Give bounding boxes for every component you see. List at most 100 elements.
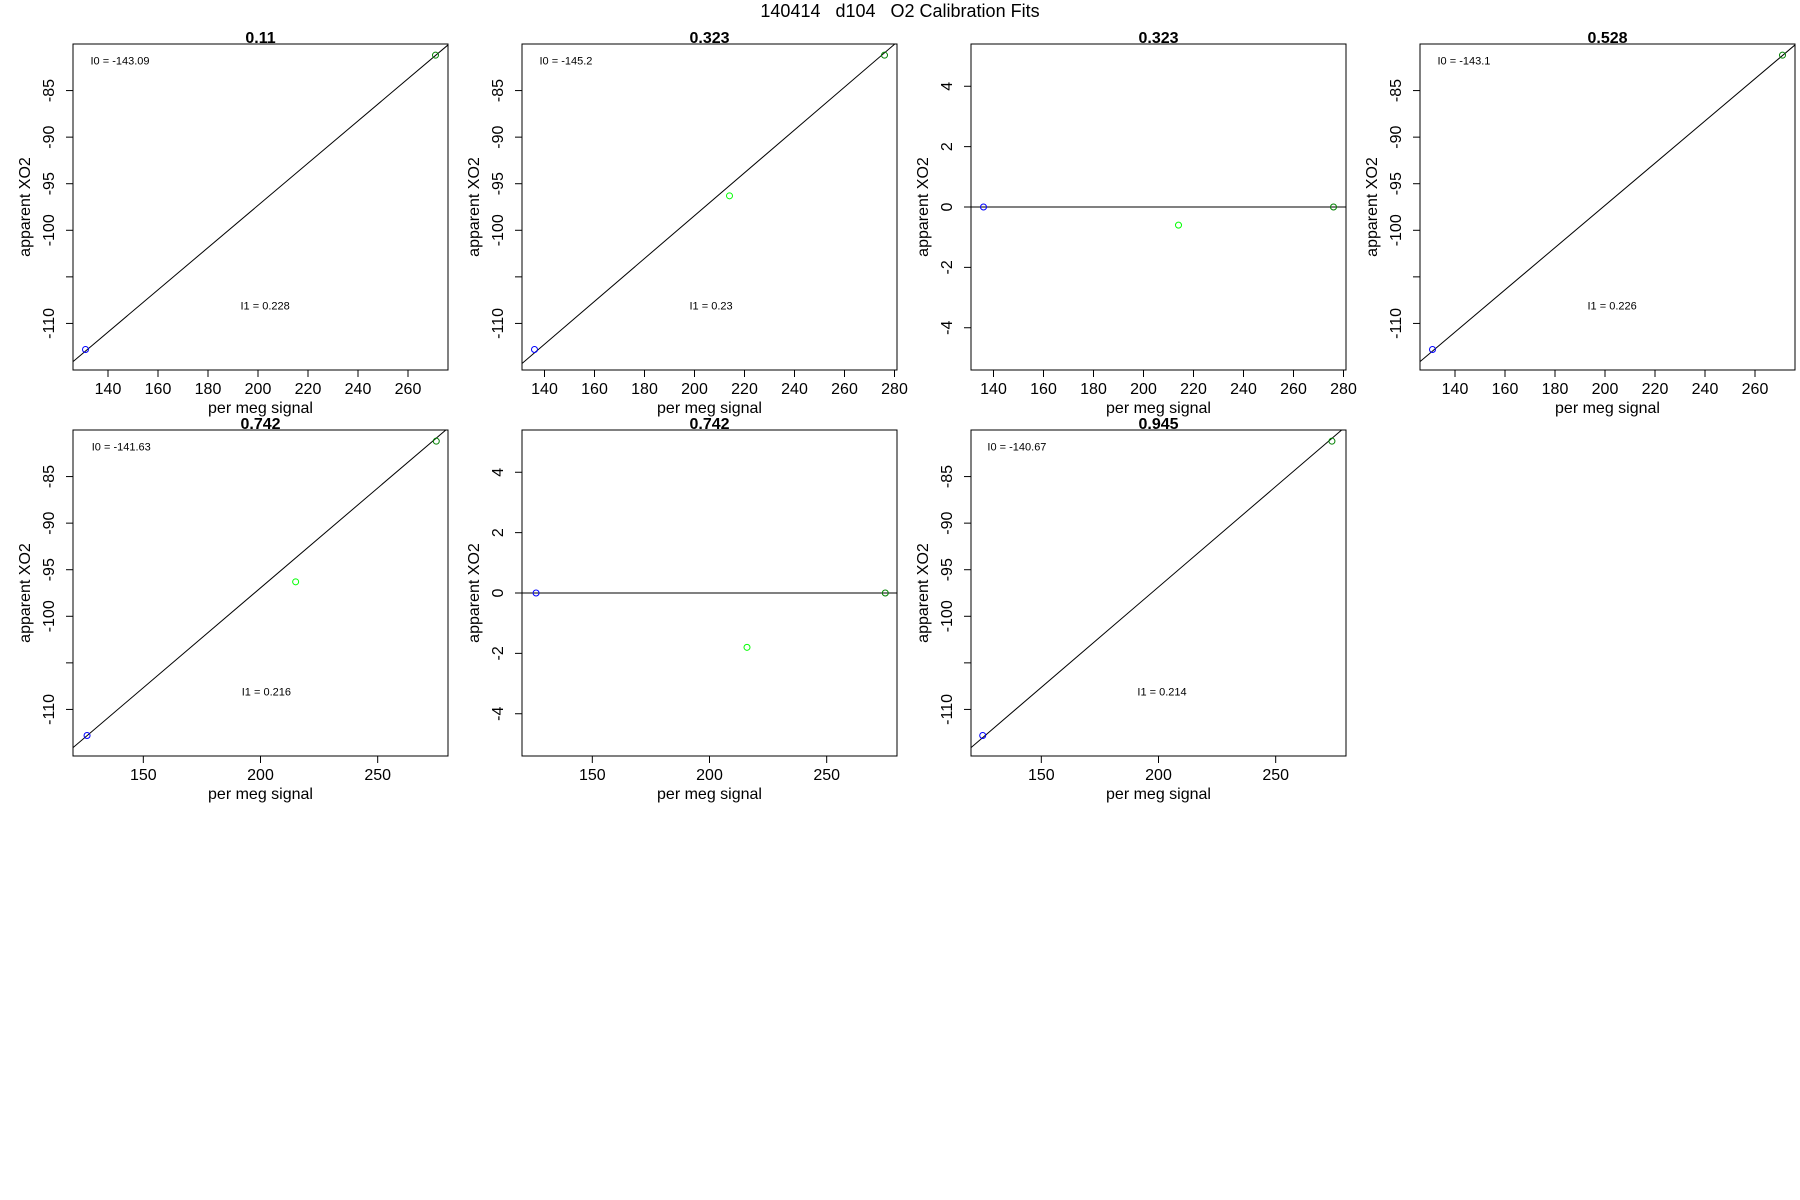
y-tick-label: -110 [41, 694, 58, 725]
data-point [531, 346, 538, 354]
x-tick-label: 140 [1442, 381, 1469, 398]
x-tick-label: 200 [245, 381, 272, 398]
fit-line [1420, 44, 1795, 362]
y-tick-label: 4 [939, 82, 956, 91]
y-tick-label: -100 [41, 214, 58, 246]
annotation-text: I0 = -141.63 [92, 441, 151, 453]
page-title: 140414 d104 O2 Calibration Fits [760, 1, 1040, 21]
y-tick-label: -110 [490, 308, 507, 339]
plot-frame [72, 429, 449, 757]
x-tick-label: 240 [1230, 381, 1257, 398]
y-tick-label: -110 [1388, 308, 1405, 339]
x-tick-label: 260 [395, 381, 422, 398]
x-tick-label: 220 [1180, 381, 1207, 398]
y-tick-label: -85 [41, 465, 58, 488]
data-point [82, 346, 89, 354]
y-axis-label: apparent XO2 [17, 157, 34, 257]
x-axis-label: per meg signal [1106, 400, 1211, 417]
y-axis-label: apparent XO2 [915, 543, 932, 643]
y-tick-label: -95 [41, 558, 58, 581]
plot-frame [521, 43, 898, 371]
y-tick-label: -90 [939, 511, 956, 534]
x-tick-label: 140 [95, 381, 122, 398]
y-tick-label: -110 [41, 308, 58, 339]
x-tick-label: 260 [831, 381, 858, 398]
y-tick-label: -95 [41, 172, 58, 195]
y-tick-label: 0 [490, 588, 507, 597]
x-tick-label: 180 [1542, 381, 1569, 398]
x-tick-label: 140 [980, 381, 1007, 398]
data-point [881, 51, 888, 59]
y-tick-label: -95 [1388, 172, 1405, 195]
x-tick-label: 200 [1145, 767, 1172, 784]
chart-title: 0.323 [689, 30, 729, 47]
y-tick-label: -2 [939, 260, 956, 274]
data-point [1175, 221, 1182, 229]
x-tick-label: 180 [1080, 381, 1107, 398]
x-axis-label: per meg signal [208, 400, 313, 417]
x-axis-label: per meg signal [1555, 400, 1660, 417]
chart-panel-2: 0.323 140 160 180 200 220 240 260 280 per meg sig… [466, 30, 908, 417]
x-tick-label: 220 [295, 381, 322, 398]
y-tick-label: -2 [490, 646, 507, 660]
x-tick-label: 260 [1280, 381, 1307, 398]
x-tick-label: 200 [247, 767, 274, 784]
y-tick-label: -90 [1388, 125, 1405, 148]
data-point [432, 437, 440, 445]
data-point [532, 589, 540, 597]
fit-line [522, 44, 896, 364]
x-tick-label: 280 [881, 381, 908, 398]
y-tick-label: -4 [490, 707, 507, 721]
x-axis-label: per meg signal [657, 786, 762, 803]
x-axis-label: per meg signal [1106, 786, 1211, 803]
annotation-text: I1 = 0.216 [242, 686, 291, 698]
chart-title: 0.945 [1138, 416, 1178, 433]
y-tick-label: -95 [939, 558, 956, 581]
fit-line [971, 430, 1343, 748]
x-tick-label: 240 [781, 381, 808, 398]
data-point [1779, 51, 1786, 59]
data-point [1429, 346, 1436, 354]
x-tick-label: 160 [1492, 381, 1519, 398]
x-tick-label: 250 [1262, 767, 1289, 784]
y-tick-label: -85 [939, 465, 956, 488]
x-tick-label: 220 [1642, 381, 1669, 398]
data-point [1328, 437, 1336, 445]
chart-panel-4: 0.528 140 160 180 200 220 240 260 per meg signal… [1364, 30, 1796, 417]
y-tick-label: -90 [490, 125, 507, 148]
annotation-text: I0 = -143.1 [1438, 55, 1491, 67]
chart-title: 0.323 [1138, 30, 1178, 47]
y-tick-label: -90 [41, 511, 58, 534]
x-tick-label: 150 [130, 767, 157, 784]
data-point [980, 203, 987, 211]
data-point [979, 732, 987, 740]
x-axis-label: per meg signal [208, 786, 313, 803]
chart-title: 0.742 [689, 416, 729, 433]
x-tick-label: 180 [195, 381, 222, 398]
y-tick-label: -100 [490, 214, 507, 246]
y-tick-label: -100 [41, 600, 58, 632]
data-point [743, 643, 751, 651]
x-tick-label: 150 [579, 767, 606, 784]
data-point [726, 192, 733, 200]
chart-title: 0.528 [1587, 30, 1627, 47]
y-axis-label: apparent XO2 [1364, 157, 1381, 257]
data-point [881, 589, 889, 597]
annotation-text: I1 = 0.226 [1588, 300, 1637, 312]
annotation-text: I0 = -145.2 [540, 55, 593, 67]
plot-frame [970, 429, 1347, 757]
chart-title: 0.11 [245, 30, 275, 47]
y-tick-label: -85 [41, 79, 58, 102]
x-tick-label: 240 [345, 381, 372, 398]
x-axis-label: per meg signal [657, 400, 762, 417]
chart-panel-6: 0.742 150 200 250 per meg signal -4 -2 0 2 4 appar… [466, 416, 898, 803]
data-point [432, 51, 439, 59]
x-tick-label: 200 [681, 381, 708, 398]
y-tick-label: -90 [41, 125, 58, 148]
annotation-text: I1 = 0.228 [241, 300, 290, 312]
data-point [83, 732, 91, 740]
x-tick-label: 160 [145, 381, 172, 398]
annotation-text: I1 = 0.23 [690, 300, 733, 312]
fit-line [73, 430, 447, 748]
